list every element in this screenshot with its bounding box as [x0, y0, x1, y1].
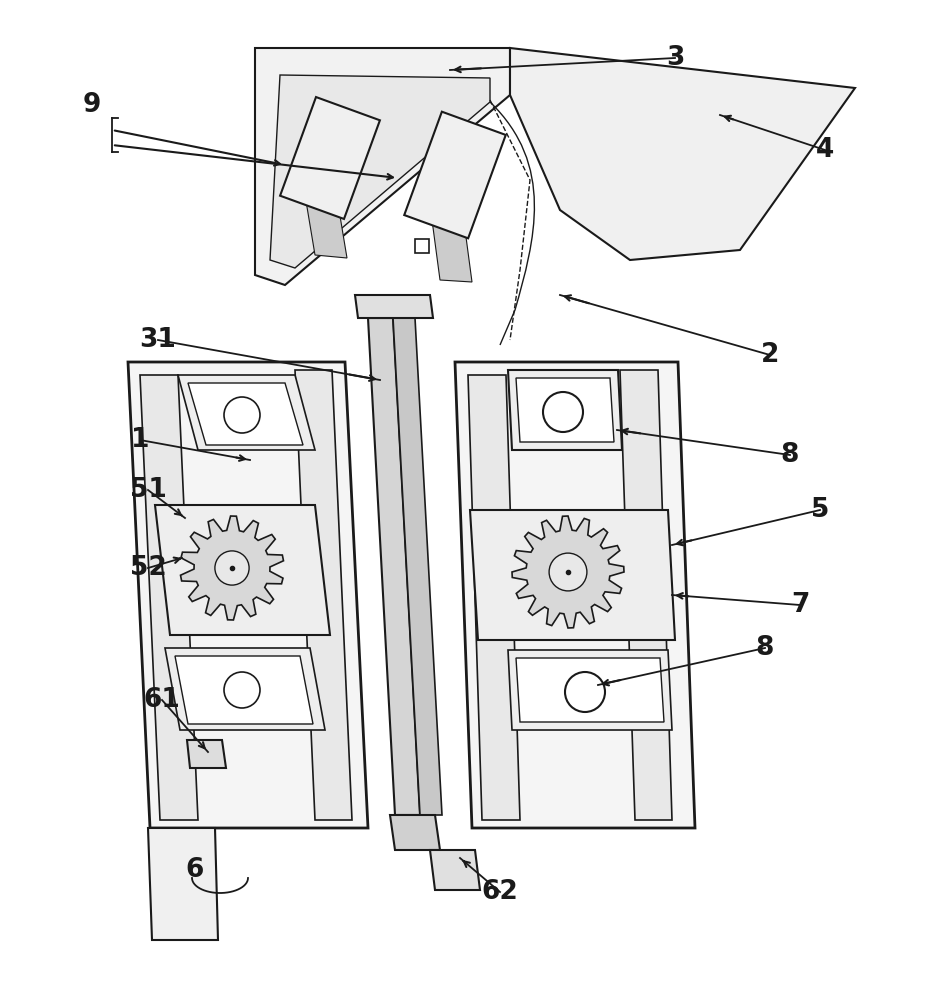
- Polygon shape: [510, 48, 855, 260]
- Polygon shape: [432, 220, 472, 282]
- Text: 51: 51: [130, 477, 167, 503]
- Circle shape: [565, 672, 605, 712]
- Polygon shape: [155, 505, 330, 635]
- Polygon shape: [270, 75, 490, 268]
- Polygon shape: [175, 656, 313, 724]
- Circle shape: [215, 551, 249, 585]
- Bar: [280, 97, 380, 219]
- Polygon shape: [516, 658, 664, 722]
- Circle shape: [543, 392, 583, 432]
- Text: 5: 5: [811, 497, 830, 523]
- Polygon shape: [620, 370, 672, 820]
- Polygon shape: [455, 362, 695, 828]
- Bar: [404, 112, 506, 238]
- Polygon shape: [148, 828, 218, 940]
- Polygon shape: [295, 370, 352, 820]
- Polygon shape: [305, 195, 347, 258]
- Polygon shape: [255, 48, 510, 285]
- Text: 31: 31: [139, 327, 176, 353]
- Text: 9: 9: [82, 92, 101, 118]
- Text: 61: 61: [143, 687, 180, 713]
- Polygon shape: [430, 850, 480, 890]
- Text: 4: 4: [816, 137, 834, 163]
- Text: 52: 52: [130, 555, 167, 581]
- Polygon shape: [393, 318, 442, 815]
- Polygon shape: [468, 375, 520, 820]
- Polygon shape: [187, 740, 226, 768]
- Polygon shape: [128, 362, 368, 828]
- Polygon shape: [140, 375, 198, 820]
- Text: 2: 2: [761, 342, 779, 368]
- Text: 8: 8: [756, 635, 775, 661]
- Polygon shape: [512, 516, 624, 628]
- Text: 6: 6: [186, 857, 204, 883]
- Polygon shape: [178, 375, 315, 450]
- Polygon shape: [516, 378, 614, 442]
- Circle shape: [549, 553, 587, 591]
- Text: 1: 1: [131, 427, 149, 453]
- Bar: [415, 239, 429, 253]
- Polygon shape: [368, 318, 420, 815]
- Polygon shape: [355, 295, 433, 318]
- Polygon shape: [508, 370, 622, 450]
- Circle shape: [224, 672, 260, 708]
- Circle shape: [224, 397, 260, 433]
- Text: 62: 62: [482, 879, 519, 905]
- Text: 3: 3: [665, 45, 684, 71]
- Polygon shape: [188, 383, 303, 445]
- Text: 8: 8: [781, 442, 799, 468]
- Text: 7: 7: [791, 592, 810, 618]
- Polygon shape: [180, 516, 283, 620]
- Polygon shape: [165, 648, 325, 730]
- Polygon shape: [470, 510, 675, 640]
- Polygon shape: [390, 815, 440, 850]
- Polygon shape: [508, 650, 672, 730]
